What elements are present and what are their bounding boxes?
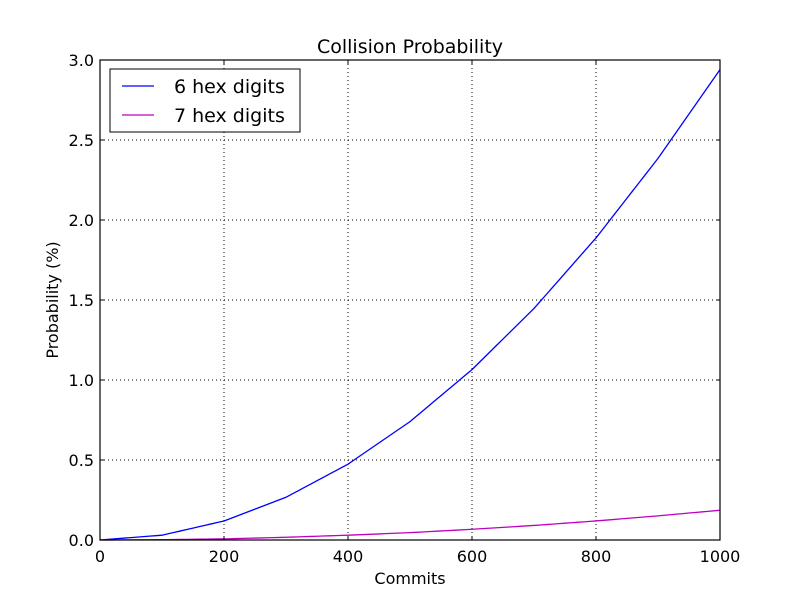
x-axis-label: Commits bbox=[374, 569, 445, 588]
series-line-6-hex-digits bbox=[99, 69, 721, 541]
x-tick-label: 1000 bbox=[700, 547, 741, 566]
y-tick-label: 1.5 bbox=[69, 291, 94, 310]
legend-label-6-hex-digits: 6 hex digits bbox=[174, 76, 285, 98]
y-tick-label: 3.0 bbox=[69, 51, 94, 70]
y-axis-label: Probability (%) bbox=[43, 241, 62, 358]
y-tick-label: 0.0 bbox=[69, 531, 94, 550]
chart-title: Collision Probability bbox=[317, 36, 503, 58]
legend: 6 hex digits 7 hex digits bbox=[109, 68, 301, 133]
series-line-7-hex-digits bbox=[99, 509, 721, 541]
axis-ticks: 0 200 400 600 800 1000 0.0 0.5 1.0 1.5 2.0 2.5 3.0 bbox=[69, 51, 741, 566]
x-tick-label: 800 bbox=[581, 547, 612, 566]
x-tick-label: 200 bbox=[209, 547, 240, 566]
y-tick-label: 2.5 bbox=[69, 131, 94, 150]
grid-lines bbox=[100, 60, 720, 540]
x-tick-label: 400 bbox=[333, 547, 364, 566]
series-lines bbox=[99, 69, 721, 541]
x-tick-label: 600 bbox=[457, 547, 488, 566]
x-tick-label: 0 bbox=[95, 547, 105, 566]
y-tick-label: 2.0 bbox=[69, 211, 94, 230]
legend-box bbox=[109, 68, 301, 133]
legend-label-7-hex-digits: 7 hex digits bbox=[174, 105, 285, 127]
y-tick-label: 0.5 bbox=[69, 451, 94, 470]
y-tick-label: 1.0 bbox=[69, 371, 94, 390]
